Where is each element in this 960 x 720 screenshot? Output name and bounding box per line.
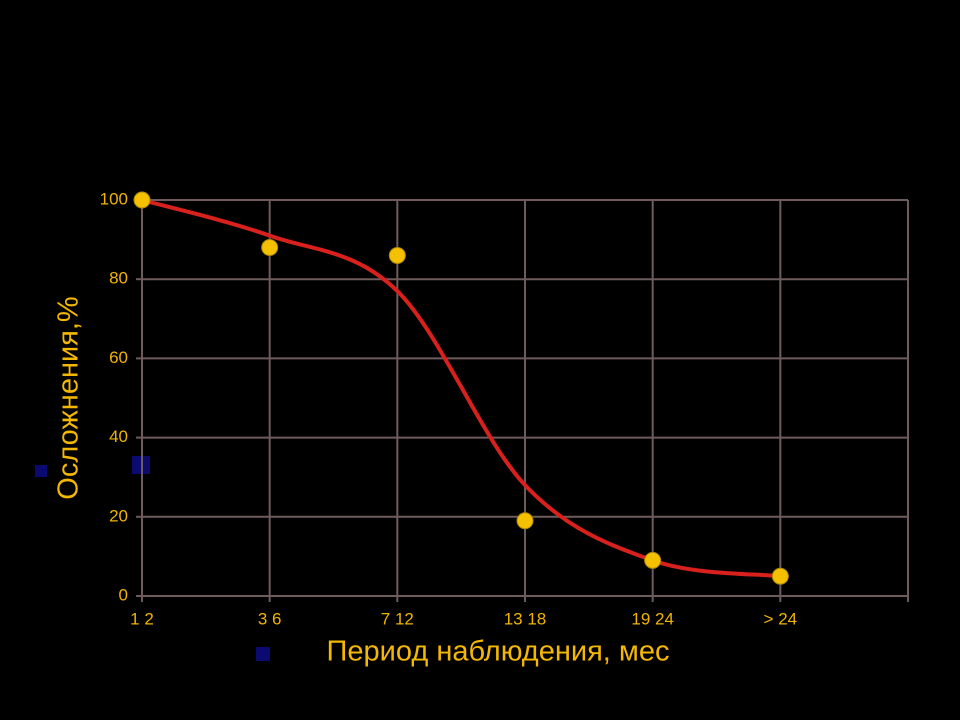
y-tick-label: 80: [109, 269, 128, 288]
x-tick-label: 7 12: [381, 609, 414, 628]
data-point: [771, 567, 789, 585]
y-tick-label: 60: [109, 348, 128, 367]
decoration: [35, 465, 47, 477]
x-tick-label: 13 18: [504, 609, 547, 628]
y-tick-label: 0: [119, 585, 128, 604]
data-point: [261, 239, 279, 257]
y-tick-label: 40: [109, 427, 128, 446]
x-tick-label: 3 6: [258, 609, 282, 628]
x-tick-label: 1 2: [130, 609, 154, 628]
y-tick-label: 100: [100, 189, 128, 208]
x-axis-title: Период наблюдения, мес: [327, 636, 670, 668]
y-axis-title: Осложнения,%: [53, 296, 85, 499]
data-point: [133, 191, 151, 209]
data-point: [516, 512, 534, 530]
data-point: [388, 246, 406, 264]
decoration: [256, 647, 270, 661]
y-tick-label: 20: [109, 506, 128, 525]
data-point: [644, 551, 662, 569]
x-tick-label: > 24: [764, 609, 798, 628]
x-tick-label: 19 24: [631, 609, 674, 628]
